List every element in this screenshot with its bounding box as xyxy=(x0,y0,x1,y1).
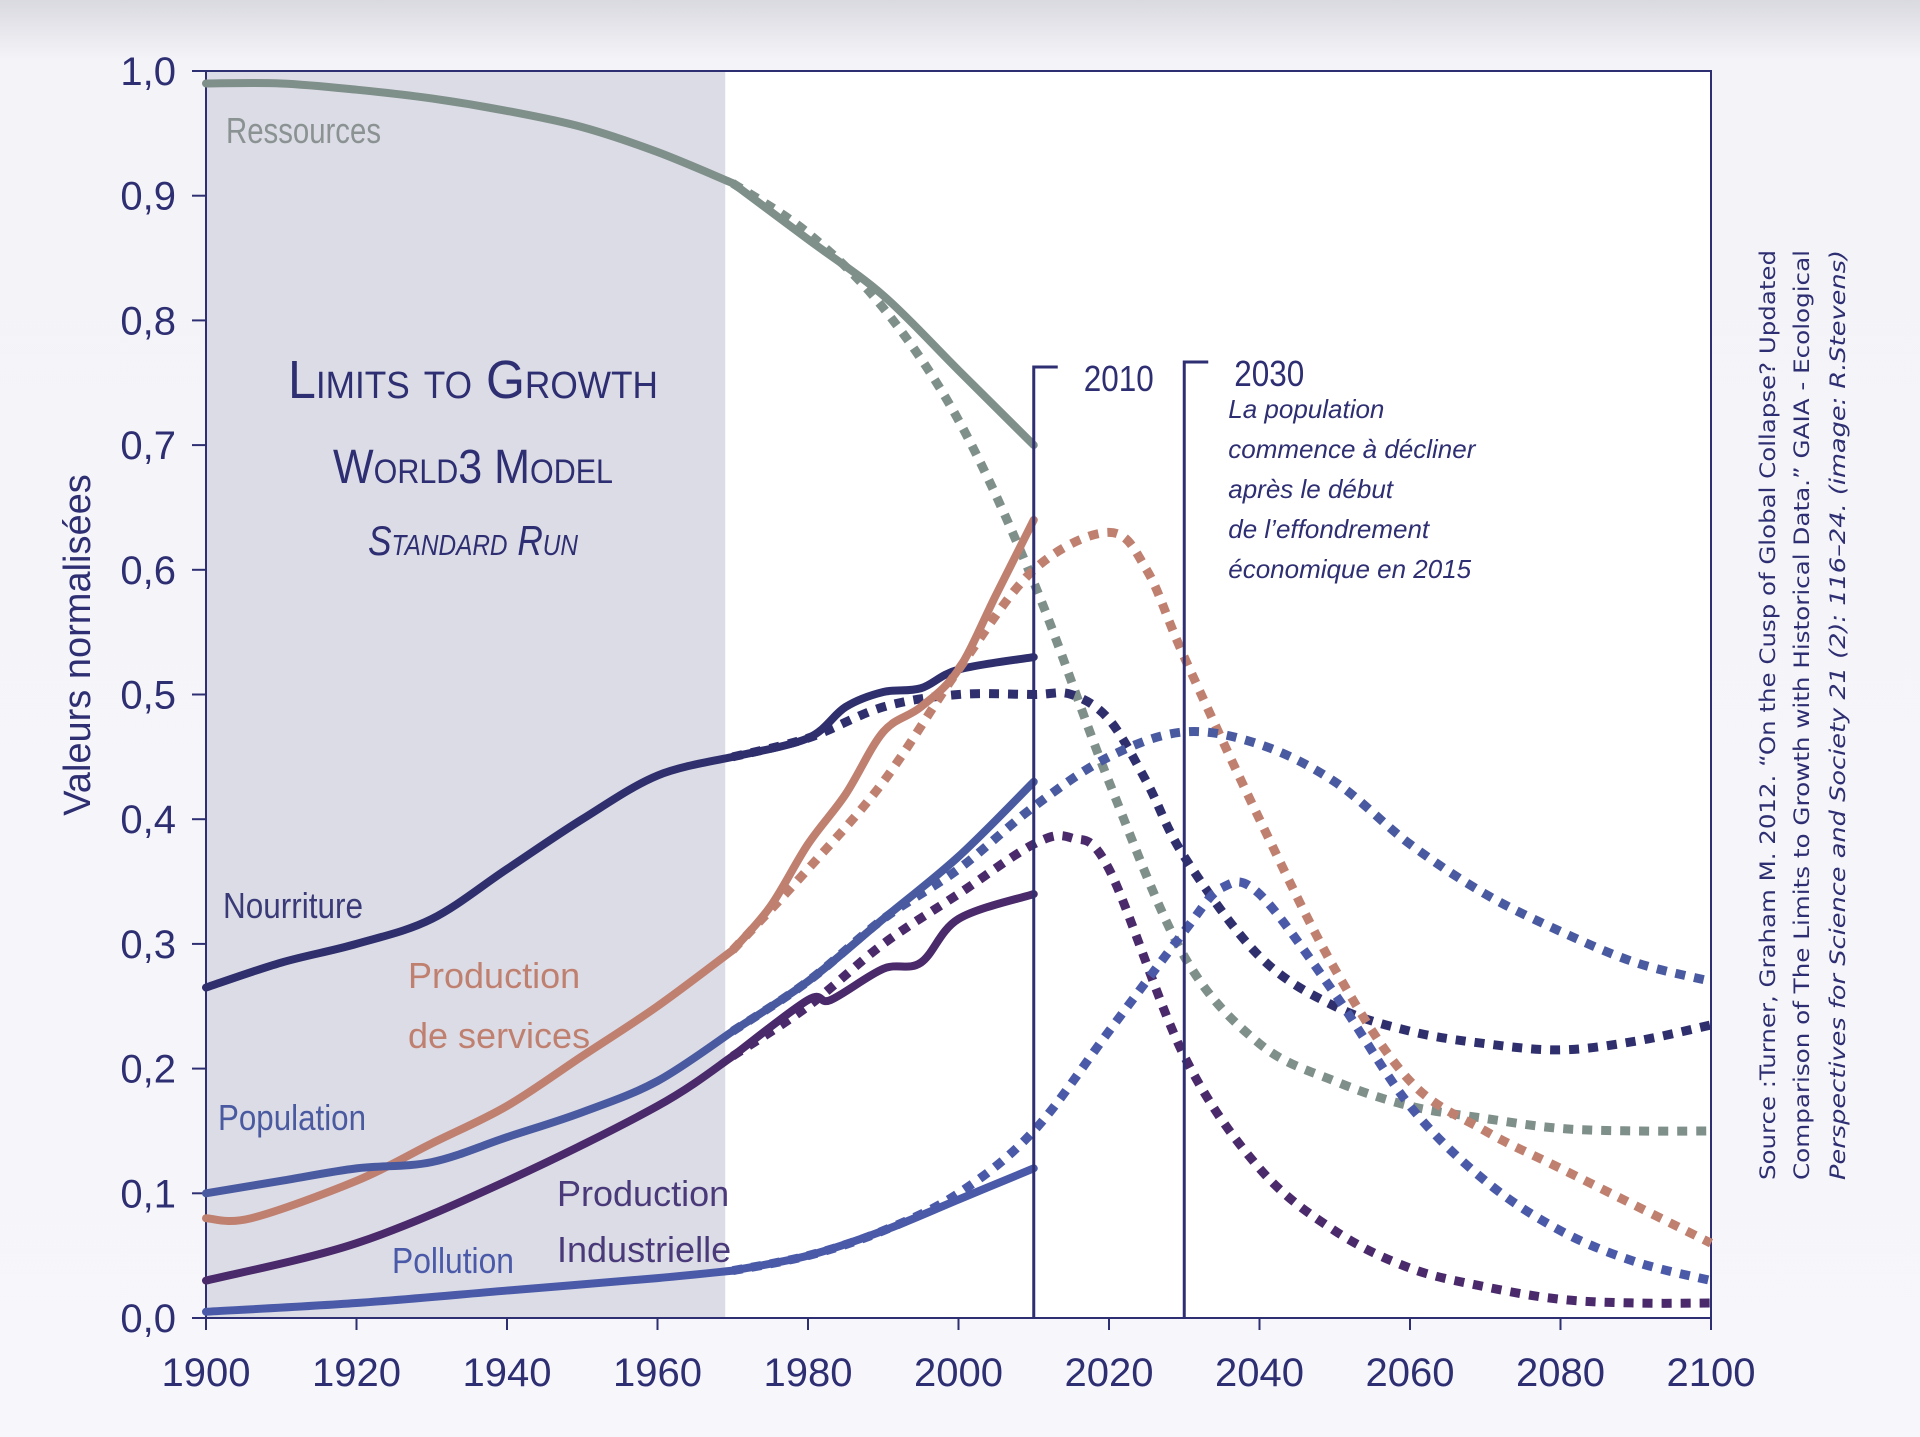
source-line-3: Perspectives for Science and Society 21 … xyxy=(1826,250,1850,1180)
x-tick-label: 2100 xyxy=(1667,1351,1756,1395)
marker-note-line: commence à décliner xyxy=(1228,434,1476,464)
model-line-production-de-services xyxy=(729,527,1714,1248)
history-line-production-industrielle xyxy=(202,1052,737,1285)
data-line-population xyxy=(728,777,1038,1036)
y-tick-label: 0,4 xyxy=(120,798,176,842)
y-tick-label: 0,5 xyxy=(120,674,176,718)
source-line-2: Comparison of The Limits to Growth with … xyxy=(1790,250,1814,1180)
y-axis-label: Valeurs normalisées xyxy=(57,474,99,815)
y-tick-label: 0,9 xyxy=(120,175,176,219)
x-tick-label: 2040 xyxy=(1215,1351,1304,1395)
x-tick-label: 1940 xyxy=(463,1351,552,1395)
chart-title: Limits to Growth xyxy=(288,350,658,410)
y-tick-label: 0,6 xyxy=(120,549,176,593)
marker-note-line: après le début xyxy=(1228,474,1395,504)
series-label-industrielle: Production Industrielle xyxy=(557,1173,731,1270)
model-line-production-industrielle xyxy=(730,831,1712,1308)
marker-label-2030: 2030 xyxy=(1234,353,1304,394)
data-line-ressources xyxy=(728,179,1038,450)
marker-note-line: de l’effondrement xyxy=(1228,514,1431,544)
x-tick-label: 1960 xyxy=(613,1351,702,1395)
x-tick-label: 1920 xyxy=(312,1351,401,1395)
chart-subtitle-run: Standard Run xyxy=(368,517,578,564)
series-label-ressources: Ressources xyxy=(226,110,381,151)
history-line-nourriture xyxy=(202,752,737,992)
series-label-population: Population xyxy=(218,1097,366,1138)
x-tick-label: 2060 xyxy=(1366,1351,1455,1395)
y-tick-label: 1,0 xyxy=(120,50,176,94)
marker-line-2010 xyxy=(1032,365,1058,1318)
marker-note-line: La population xyxy=(1228,394,1384,424)
model-line-nourriture xyxy=(731,688,1712,1055)
data-line-production-de-services xyxy=(728,515,1038,955)
history-line-population xyxy=(202,1027,737,1198)
y-tick-label: 0,3 xyxy=(120,923,176,967)
series-label-nourriture: Nourriture xyxy=(223,885,363,926)
model-line-ressources xyxy=(730,179,1712,1136)
x-tick-label: 2080 xyxy=(1516,1351,1605,1395)
x-tick-label: 2000 xyxy=(914,1351,1003,1395)
y-tick-label: 0,7 xyxy=(120,424,176,468)
source-line-1: Source :Turner, Graham M. 2012. “On the … xyxy=(1756,250,1780,1180)
marker-label-2010: 2010 xyxy=(1084,358,1154,399)
series-label-pollution: Pollution xyxy=(392,1240,514,1281)
data-line-pollution xyxy=(728,1164,1038,1275)
marker-line-2030 xyxy=(1182,360,1209,1318)
y-tick-label: 0,8 xyxy=(120,299,176,343)
history-line-ressources xyxy=(202,79,737,188)
y-tick-label: 0,2 xyxy=(120,1048,176,1092)
historical-shaded-region xyxy=(206,71,726,1318)
history-line-production-de-services xyxy=(202,946,737,1225)
history-line-pollution xyxy=(202,1266,737,1316)
x-tick-label: 1980 xyxy=(764,1351,853,1395)
y-tick-label: 0,1 xyxy=(120,1172,176,1216)
chart-subtitle: World3 Model xyxy=(333,441,613,494)
x-tick-label: 1900 xyxy=(162,1351,251,1395)
x-tick-label: 2020 xyxy=(1065,1351,1154,1395)
data-line-production-industrielle xyxy=(728,890,1038,1061)
source-citation: Source :Turner, Graham M. 2012. “On the … xyxy=(1756,250,1850,1180)
y-tick-label: 0,0 xyxy=(120,1297,176,1341)
marker-note-line: économique en 2015 xyxy=(1228,554,1471,584)
series-label-services: Production de services xyxy=(408,955,590,1056)
